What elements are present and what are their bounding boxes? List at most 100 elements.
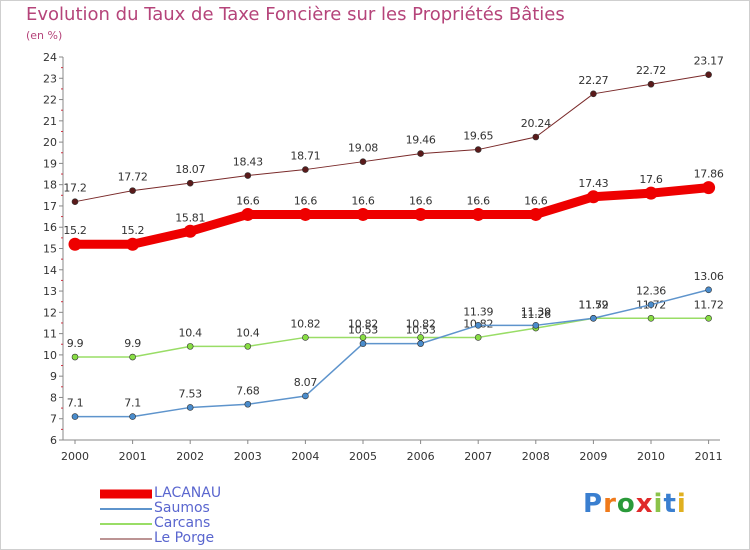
x-tick-label: 2004 (291, 450, 319, 463)
y-tick-label: 15 (43, 243, 57, 256)
data-label: 16.6 (409, 194, 433, 207)
y-tick-label: 18 (43, 179, 57, 192)
data-label: 15.2 (121, 224, 144, 237)
data-label: 18.43 (233, 156, 263, 169)
data-label: 10.4 (236, 326, 260, 339)
legend-label: LACANAU (154, 485, 222, 501)
data-point (183, 224, 197, 238)
data-label: 15.81 (175, 211, 205, 224)
series-line-saumos (74, 289, 710, 418)
legend-swatch (100, 538, 152, 539)
data-label: 10.82 (290, 317, 320, 330)
y-tick-label: 16 (43, 221, 57, 234)
data-point (647, 301, 655, 308)
data-point (532, 322, 540, 329)
chart-title: Evolution du Taux de Taxe Foncière sur l… (26, 4, 565, 25)
legend-swatch (100, 489, 152, 498)
y-tick-label: 9 (50, 370, 57, 383)
x-tick-label: 2002 (176, 450, 204, 463)
data-label: 18.07 (175, 163, 205, 176)
unit-label: (en %) (26, 29, 63, 42)
data-point (68, 237, 82, 251)
data-point (647, 80, 655, 88)
legend-swatch (100, 522, 152, 525)
data-point (298, 207, 312, 221)
data-point (590, 314, 597, 322)
logo-letter: i (676, 489, 687, 519)
data-point (244, 400, 252, 408)
x-tick-label: 2001 (119, 450, 147, 463)
data-point (186, 179, 194, 187)
proxiti-logo: Proxiti (583, 489, 687, 519)
data-label: 17.43 (578, 177, 608, 190)
data-label: 10.53 (406, 324, 436, 337)
data-point (471, 207, 485, 221)
legend-swatch (100, 507, 152, 510)
y-tick-label: 24 (43, 51, 57, 64)
x-tick-label: 2011 (695, 450, 723, 463)
x-tick-label: 2000 (61, 450, 89, 463)
data-point (644, 186, 658, 200)
y-tick-label: 12 (43, 306, 57, 319)
data-label: 16.6 (351, 194, 375, 207)
series-line-lacanau (70, 183, 714, 249)
data-point (302, 334, 309, 341)
data-label: 10.53 (348, 324, 378, 337)
legend-label: Le Porge (154, 530, 215, 546)
y-tick-label: 10 (43, 349, 57, 362)
x-tick-label: 2003 (234, 450, 262, 463)
data-label: 17.6 (639, 173, 663, 186)
logo-letter: P (583, 489, 604, 519)
data-point (532, 133, 540, 141)
x-tick-label: 2006 (407, 450, 435, 463)
data-label: 13.06 (694, 270, 724, 283)
y-tick-label: 22 (43, 94, 57, 107)
y-tick-label: 11 (43, 328, 57, 341)
data-label: 11.39 (463, 305, 493, 318)
data-label: 10.82 (406, 317, 436, 330)
data-point (414, 207, 428, 221)
data-point (417, 340, 424, 347)
data-point (129, 353, 136, 361)
data-point (71, 198, 79, 205)
data-label: 23.17 (694, 55, 724, 68)
data-point (474, 322, 482, 329)
legend-label: Carcans (154, 515, 211, 531)
y-tick-label: 23 (43, 72, 57, 85)
y-tick-label: 8 (50, 391, 57, 404)
data-point (71, 413, 79, 420)
data-label: 22.72 (636, 64, 666, 77)
data-point (705, 71, 712, 78)
data-label: 7.1 (67, 397, 84, 410)
data-point (474, 146, 482, 153)
y-tick-label: 21 (43, 115, 57, 128)
data-point (71, 353, 79, 361)
data-point (302, 166, 309, 173)
data-label: 7.1 (124, 397, 141, 410)
data-label: 19.08 (348, 142, 378, 155)
data-label: 11.59 (578, 298, 608, 311)
y-tick-label: 7 (50, 413, 57, 426)
data-point (359, 340, 367, 347)
data-label: 19.46 (406, 134, 436, 147)
data-label: 12.36 (636, 285, 666, 298)
data-label: 9.9 (124, 337, 141, 350)
y-tick-label: 20 (43, 136, 57, 149)
data-point (241, 207, 255, 221)
x-tick-label: 2005 (349, 450, 377, 463)
data-label: 7.53 (179, 387, 203, 400)
data-label: 19.65 (463, 130, 493, 143)
data-label: 16.6 (236, 194, 260, 207)
data-label: 16.6 (524, 194, 548, 207)
data-point (586, 190, 600, 204)
x-tick-label: 2008 (522, 450, 550, 463)
logo-letter: t (663, 489, 677, 519)
data-label: 7.68 (236, 384, 260, 397)
legend-label: Saumos (154, 500, 210, 516)
data-point (186, 343, 194, 350)
x-tick-label: 2007 (464, 450, 492, 463)
data-point (302, 392, 309, 400)
y-tick-label: 14 (43, 264, 57, 277)
